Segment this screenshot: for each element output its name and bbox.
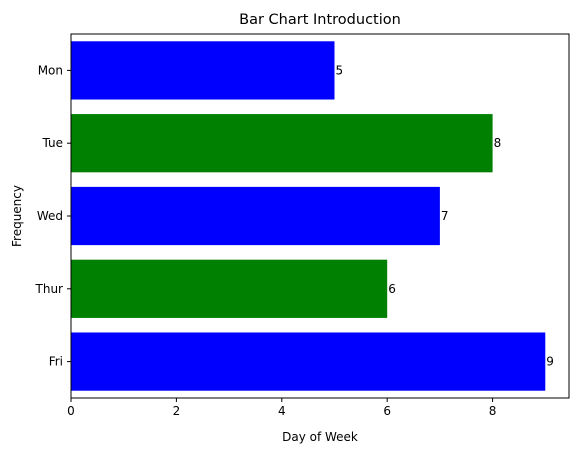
x-tick-label-0: 0 — [67, 404, 75, 418]
x-axis: 0 2 4 6 8 — [67, 398, 496, 418]
x-tick-label-4: 4 — [278, 404, 286, 418]
y-tick-label-fri: Fri — [49, 355, 63, 369]
bar-tue — [71, 114, 493, 173]
data-label-mon: 5 — [335, 63, 343, 77]
chart-title: Bar Chart Introduction — [239, 12, 401, 28]
data-label-wed: 7 — [441, 209, 449, 223]
data-label-tue: 8 — [494, 136, 502, 150]
y-axis-label: Frequency — [10, 185, 24, 247]
y-tick-label-tue: Tue — [42, 136, 64, 150]
y-tick-label-wed: Wed — [37, 209, 63, 223]
y-tick-label-thur: Thur — [35, 282, 64, 296]
x-axis-label: Day of Week — [282, 430, 358, 444]
data-label-fri: 9 — [546, 355, 554, 369]
bar-thur — [71, 259, 388, 318]
data-labels-group: 5 8 7 6 9 — [335, 63, 553, 368]
bars-group — [71, 41, 546, 391]
bar-mon — [71, 41, 335, 100]
bar-fri — [71, 332, 546, 391]
y-axis: Mon Tue Wed Thur Fri — [35, 63, 71, 369]
y-tick-label-mon: Mon — [38, 63, 63, 77]
bar-wed — [71, 186, 440, 246]
data-label-thur: 6 — [388, 282, 396, 296]
x-tick-label-8: 8 — [489, 404, 497, 418]
x-tick-label-6: 6 — [383, 404, 391, 418]
x-tick-label-2: 2 — [173, 404, 181, 418]
